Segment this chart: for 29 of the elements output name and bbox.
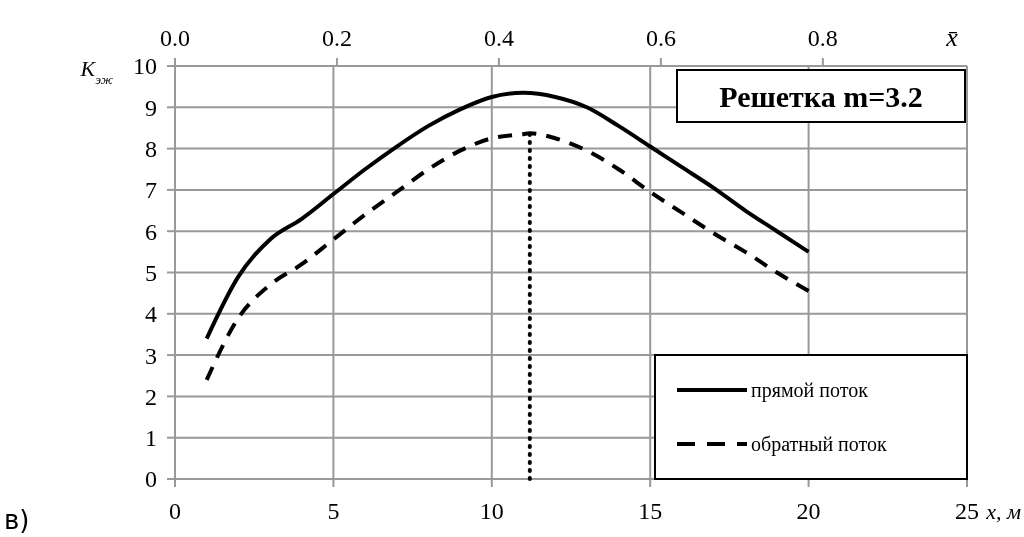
x-tick-label: 25	[955, 498, 979, 524]
x-axis-title: x, м	[985, 499, 1021, 524]
y-tick-label: 4	[145, 301, 157, 328]
x2-axis-title: x̄	[945, 23, 959, 52]
y-tick-label: 10	[133, 53, 157, 80]
x-tick-label: 5	[327, 498, 340, 524]
x2-tick-label: 0.0	[160, 25, 190, 51]
y-tick-label: 5	[145, 259, 157, 286]
x-tick-label: 15	[638, 498, 663, 524]
y-tick-label: 6	[145, 218, 157, 245]
y-axis-title: K$_{эж}$	[79, 56, 114, 87]
x-tick-label: 20	[796, 498, 821, 524]
x2-tick-label: 0.8	[807, 25, 838, 51]
x-tick-label: 10	[479, 498, 504, 524]
y-tick-label: 8	[145, 136, 157, 162]
y-tick-label: 1	[145, 425, 157, 452]
x2-tick-label: 0.6	[645, 25, 676, 51]
x-tick-label: 0	[169, 498, 181, 524]
text: в)	[4, 505, 30, 535]
x2-tick-label: 0.4	[483, 25, 514, 51]
legend-label: прямой поток	[751, 379, 869, 402]
y-tick-label: 9	[145, 94, 157, 121]
y-tick-label: 0	[145, 466, 157, 493]
y-tick-label: 7	[145, 177, 157, 204]
x2-tick-label: 0.2	[321, 25, 352, 51]
annotation: Решетка m=3.2	[719, 79, 923, 113]
legend-label: обратный поток	[751, 433, 888, 456]
y-tick-label: 3	[145, 342, 157, 369]
y-tick-label: 2	[145, 383, 157, 410]
